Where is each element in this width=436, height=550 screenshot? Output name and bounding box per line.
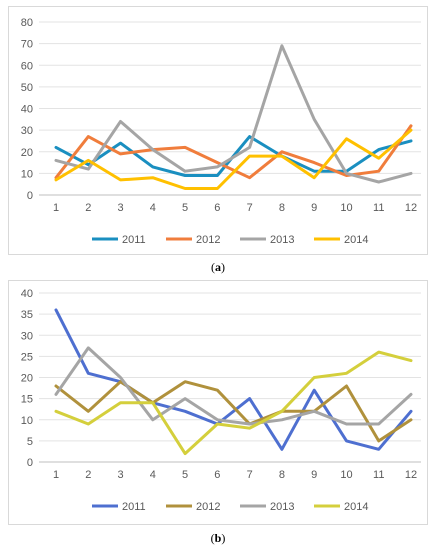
x-tick-label: 10 [340, 469, 352, 481]
x-tick-label: 3 [117, 469, 123, 481]
x-tick-label: 10 [340, 202, 352, 214]
legend-label: 2013 [270, 501, 294, 513]
y-tick-label: 10 [21, 168, 33, 180]
x-tick-label: 9 [311, 202, 317, 214]
x-tick-label: 4 [150, 469, 156, 481]
series-line-2012 [54, 380, 413, 443]
legend-label: 2013 [270, 234, 294, 246]
y-tick-label: 35 [21, 309, 33, 321]
y-tick-label: 15 [21, 394, 33, 406]
caption-a: (a) [211, 260, 225, 274]
x-tick-label: 4 [150, 202, 156, 214]
series-line-2013 [54, 44, 413, 184]
x-tick-label: 1 [53, 202, 59, 214]
series-line-2013 [54, 346, 413, 426]
x-tick-label: 1 [53, 469, 59, 481]
x-tick-label: 7 [247, 469, 253, 481]
y-tick-label: 30 [21, 330, 33, 342]
y-tick-label: 5 [27, 436, 33, 448]
x-tick-label: 8 [279, 202, 285, 214]
x-tick-label: 5 [182, 202, 188, 214]
y-tick-label: 70 [21, 39, 33, 51]
legend-label: 2012 [196, 234, 220, 246]
y-tick-label: 0 [27, 457, 33, 469]
x-tick-label: 11 [373, 202, 384, 214]
x-tick-label: 11 [373, 469, 384, 481]
chart-panel-a: 0 10 20 30 40 50 60 70 80 1 2 3 4 5 6 7 8 9 10 11 12 2011 2012… [8, 6, 428, 255]
gridlines [39, 21, 421, 196]
x-tick-label: 8 [279, 469, 285, 481]
y-tick-label: 40 [21, 104, 33, 116]
x-tick-label: 5 [182, 469, 188, 481]
y-tick-label: 30 [21, 125, 33, 137]
y-tick-label: 20 [21, 373, 33, 385]
legend: 2011 2012 2013 2014 [92, 234, 368, 246]
caption-b: (b) [210, 531, 226, 545]
y-tick-label: 50 [21, 82, 33, 94]
legend-label: 2012 [196, 501, 220, 513]
x-tick-label: 6 [214, 202, 220, 214]
x-tick-label: 3 [117, 202, 123, 214]
x-tick-label: 12 [405, 202, 417, 214]
x-tick-label: 6 [214, 469, 220, 481]
series-line-2014 [54, 128, 413, 190]
legend-label: 2011 [122, 234, 146, 246]
legend: 2011 2012 2013 2014 [92, 501, 368, 513]
x-tick-label: 2 [85, 469, 91, 481]
chart-panel-b: 0 5 10 15 20 25 30 35 40 1 2 3 4 5 6 7 8 9 10 11 12 2011 2012 2… [8, 280, 428, 525]
legend-label: 2014 [344, 501, 368, 513]
series-line-2014 [54, 350, 413, 456]
legend-label: 2011 [122, 501, 146, 513]
y-tick-label: 0 [27, 190, 33, 202]
series-line-2011 [54, 308, 413, 451]
y-tick-label: 40 [21, 288, 33, 300]
y-tick-label: 20 [21, 147, 33, 159]
y-tick-label: 10 [21, 415, 33, 427]
legend-label: 2014 [344, 234, 368, 246]
x-tick-label: 12 [405, 469, 417, 481]
x-tick-label: 9 [311, 469, 317, 481]
y-tick-label: 60 [21, 60, 33, 72]
y-tick-label: 80 [21, 17, 33, 29]
x-tick-label: 2 [85, 202, 91, 214]
y-tick-label: 25 [21, 351, 33, 363]
gridlines [39, 292, 421, 463]
x-tick-label: 7 [247, 202, 253, 214]
